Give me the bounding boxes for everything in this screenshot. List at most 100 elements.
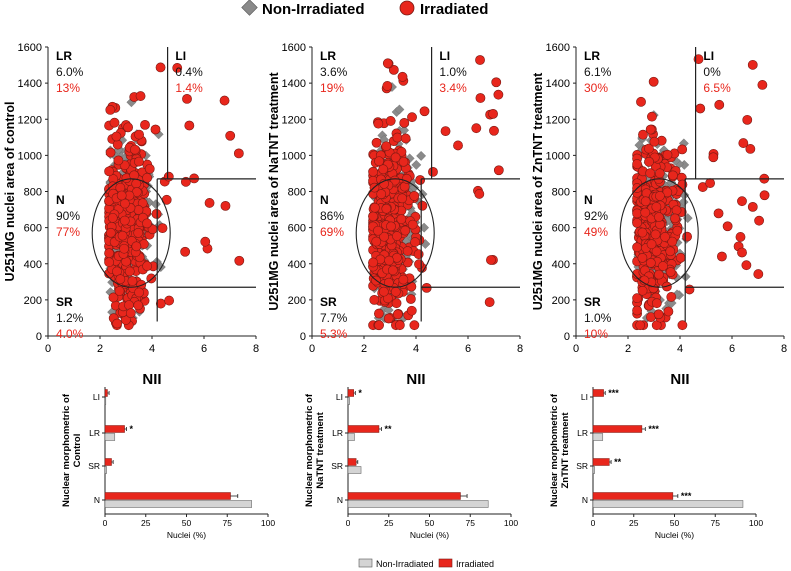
- x-tick-label: 2: [361, 343, 367, 355]
- irradiated-point: [475, 55, 485, 65]
- irradiated-point: [374, 320, 384, 331]
- quadrant-li: LI 1.0% 3.4%: [439, 49, 467, 95]
- normal-gate-ellipse: [619, 178, 699, 288]
- x-tick-label: 100: [261, 518, 275, 528]
- y-axis-title-line1: Nuclear morphometric of: [304, 393, 315, 507]
- irradiated-point: [488, 108, 498, 119]
- irradiated-point: [155, 62, 166, 73]
- irradiated-point: [398, 156, 409, 167]
- irradiated-point: [392, 231, 402, 241]
- irradiated-point: [632, 293, 642, 304]
- irradiated-point: [632, 159, 642, 169]
- irradiated-point: [486, 255, 496, 265]
- irradiated-point: [407, 219, 418, 230]
- irradiated-point: [484, 297, 495, 308]
- category-label: LI: [336, 392, 343, 402]
- bar-irradiated-li: [347, 389, 354, 397]
- irradiated-point: [371, 137, 382, 148]
- x-tick-label: 50: [425, 518, 435, 528]
- irradiated-point: [384, 255, 395, 266]
- x-tick-label: 8: [253, 343, 259, 355]
- irradiated-point: [133, 300, 144, 311]
- category-label: LR: [89, 428, 100, 438]
- significance-marker: **: [614, 457, 622, 467]
- y-tick-label: 1200: [282, 114, 306, 126]
- irradiated-point: [654, 212, 664, 222]
- quadrant-name: SR: [56, 295, 73, 309]
- quadrant-name: LR: [584, 49, 600, 63]
- bar-panel-2: 0 25 50 75 100 Nuclei (%) Nuclear morphometric…: [304, 387, 518, 540]
- irradiated-point: [115, 274, 126, 285]
- category-label: LR: [577, 428, 588, 438]
- irradiated-point: [737, 196, 747, 207]
- quadrant-sr: SR 1.2% 4.0%: [56, 295, 84, 341]
- irradiated-point: [717, 251, 727, 262]
- bar-non-irradiated-n: [592, 500, 744, 508]
- x-tick-label: 6: [729, 343, 735, 355]
- quadrant-non-irradiated-pct: 1.2%: [56, 311, 84, 325]
- irradiated-point: [407, 112, 417, 123]
- quadrant-non-irradiated-pct: 7.7%: [320, 311, 348, 325]
- scatter-panel-NaTNT: 0 200 400 600 800 1000 1200 1400 1600 0 2 4 6 8 NII U25…: [267, 42, 523, 388]
- quadrant-n: N 86% 69%: [320, 193, 344, 239]
- x-tick-label: 0: [309, 343, 315, 355]
- quadrant-non-irradiated-pct: 86%: [320, 209, 344, 223]
- irradiated-point: [708, 152, 719, 163]
- x-tick-label: 75: [223, 518, 233, 528]
- irradiated-point: [374, 308, 384, 319]
- irradiated-point: [440, 126, 451, 137]
- irradiated-point: [368, 166, 378, 177]
- bar-non-irradiated-sr: [347, 466, 362, 474]
- category-label: SR: [331, 461, 343, 471]
- irradiated-point: [493, 89, 504, 100]
- category-label: SR: [88, 461, 100, 471]
- irradiated-point: [146, 273, 157, 284]
- irradiated-point: [419, 106, 430, 117]
- irradiated-point: [646, 239, 657, 250]
- quadrant-name: LI: [175, 49, 186, 63]
- irradiated-point: [635, 320, 646, 331]
- non-irradiated-point: [383, 305, 394, 316]
- bar-panel-1: 0 25 50 75 100 Nuclei (%) Nuclear morphometric…: [61, 387, 275, 540]
- irradiated-point: [653, 269, 664, 280]
- irradiated-point: [104, 257, 114, 268]
- category-label: N: [337, 495, 343, 505]
- irradiated-point: [747, 59, 758, 70]
- bar-irradiated-li: [592, 389, 604, 397]
- quadrant-lr: LR 6.0% 13%: [56, 49, 84, 95]
- irradiated-point: [670, 213, 680, 224]
- irradiated-point: [637, 252, 648, 263]
- irradiated-point: [636, 96, 646, 107]
- irradiated-point: [180, 176, 191, 187]
- category-label: N: [582, 495, 588, 505]
- non-irradiated-point: [399, 125, 410, 136]
- irradiated-point: [142, 218, 152, 229]
- irradiated-point: [738, 138, 749, 148]
- bar-panel-3: 0 25 50 75 100 Nuclei (%) Nuclear morphometric…: [549, 387, 763, 540]
- irradiated-point: [651, 298, 662, 309]
- x-axis-title: NII: [670, 371, 689, 388]
- irradiated-point: [373, 225, 383, 236]
- bar-non-irradiated-sr: [592, 466, 595, 474]
- irradiated-point: [376, 189, 387, 199]
- irradiated-point: [400, 133, 411, 144]
- irradiated-point: [371, 236, 382, 247]
- top-legend: Non-Irradiated Irradiated: [241, 0, 488, 18]
- irradiated-point: [374, 156, 384, 167]
- quadrant-n: N 92% 49%: [584, 193, 608, 239]
- y-axis-title-line2: ZnTNT treatment: [560, 412, 571, 489]
- irradiated-point: [131, 241, 142, 252]
- x-tick-label: 4: [677, 343, 683, 355]
- y-tick-label: 800: [552, 187, 570, 199]
- significance-marker: **: [384, 424, 392, 434]
- y-tick-label: 200: [288, 295, 306, 307]
- x-tick-label: 8: [517, 343, 523, 355]
- y-tick-label: 600: [24, 223, 42, 235]
- irradiated-point: [405, 294, 416, 304]
- irradiated-point: [108, 292, 119, 303]
- irradiated-point: [638, 129, 648, 140]
- irradiated-point: [200, 236, 211, 247]
- x-tick-label: 2: [625, 343, 631, 355]
- quadrant-irradiated-pct: 10%: [584, 327, 608, 341]
- irradiated-point: [124, 300, 134, 310]
